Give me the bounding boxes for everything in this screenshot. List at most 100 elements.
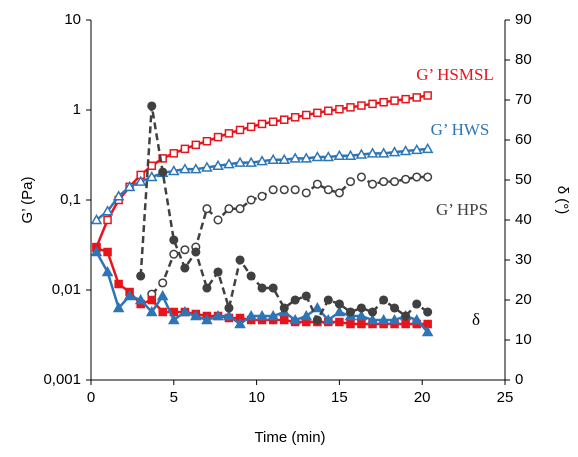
marker <box>346 103 355 112</box>
marker <box>158 307 167 317</box>
marker <box>323 295 333 305</box>
marker <box>103 247 112 257</box>
marker <box>289 313 301 325</box>
marker <box>246 122 256 132</box>
marker <box>147 101 157 111</box>
marker <box>112 190 125 201</box>
annotation: G’ HPS <box>436 200 488 219</box>
y2-tick-label: 70 <box>515 91 532 108</box>
marker <box>323 185 333 195</box>
marker <box>257 191 267 201</box>
marker <box>201 161 213 172</box>
x-tick-label: 20 <box>414 389 431 406</box>
marker <box>168 164 180 176</box>
x-tick-label: 25 <box>497 389 514 406</box>
marker <box>355 148 368 159</box>
marker <box>168 313 180 325</box>
marker <box>335 104 344 114</box>
marker <box>201 313 213 325</box>
marker <box>223 309 235 321</box>
marker <box>423 172 433 182</box>
marker <box>290 113 300 122</box>
x-tick-label: 15 <box>331 389 348 406</box>
annotation: G’ HWS <box>431 120 490 139</box>
marker <box>256 309 268 321</box>
marker <box>290 295 300 305</box>
marker <box>356 172 366 182</box>
series-line <box>95 94 428 248</box>
marker <box>134 175 147 186</box>
marker <box>388 146 401 157</box>
marker <box>235 204 245 214</box>
marker <box>355 309 368 321</box>
marker <box>224 129 234 138</box>
marker <box>377 147 390 158</box>
marker <box>357 101 366 110</box>
marker <box>246 195 256 205</box>
marker <box>267 153 279 165</box>
marker <box>145 305 158 317</box>
marker <box>169 149 179 158</box>
marker <box>180 245 190 255</box>
marker <box>179 163 191 174</box>
y2-tick-label: 10 <box>515 331 532 348</box>
marker <box>412 172 422 182</box>
marker <box>389 303 400 313</box>
marker <box>191 247 201 257</box>
marker <box>333 305 346 317</box>
marker <box>279 185 289 195</box>
marker <box>290 185 300 195</box>
y-tick-label: 0,001 <box>43 371 81 388</box>
marker <box>322 151 335 162</box>
marker <box>390 96 399 105</box>
marker <box>412 299 422 309</box>
marker <box>311 151 324 162</box>
marker <box>379 177 389 187</box>
series-line <box>150 175 428 295</box>
marker <box>158 167 168 177</box>
marker <box>300 152 313 163</box>
y-tick-label: 1 <box>73 101 81 118</box>
y2-tick-label: 60 <box>515 131 532 148</box>
marker <box>169 249 179 259</box>
marker <box>224 303 234 313</box>
marker <box>180 263 190 273</box>
marker <box>311 301 324 313</box>
marker <box>267 309 279 321</box>
marker <box>112 301 125 313</box>
marker <box>410 313 423 325</box>
marker <box>346 319 355 329</box>
marker <box>301 188 311 198</box>
marker <box>302 110 311 120</box>
marker <box>90 213 103 225</box>
marker <box>300 309 313 321</box>
marker <box>279 303 289 313</box>
marker <box>256 155 268 166</box>
marker <box>334 299 344 309</box>
marker <box>147 161 157 171</box>
marker <box>101 265 114 277</box>
marker <box>401 94 410 104</box>
marker <box>345 177 356 187</box>
marker <box>301 291 311 301</box>
y2-tick-label: 90 <box>515 11 532 28</box>
annotation: δ <box>472 310 480 329</box>
marker <box>367 179 378 189</box>
marker <box>389 177 400 187</box>
marker <box>212 159 224 171</box>
marker <box>202 136 212 146</box>
y-tick-label: 0,01 <box>52 281 81 298</box>
marker <box>268 185 278 195</box>
marker <box>401 174 411 184</box>
marker <box>410 143 423 155</box>
marker <box>412 93 421 102</box>
y2-tick-label: 30 <box>515 251 532 268</box>
marker <box>313 108 322 118</box>
marker <box>423 91 432 100</box>
marker <box>147 295 157 305</box>
marker <box>366 313 379 325</box>
marker <box>278 153 291 165</box>
annotation: G’ HSMSL <box>416 65 494 84</box>
marker <box>235 125 245 135</box>
marker <box>257 119 267 129</box>
